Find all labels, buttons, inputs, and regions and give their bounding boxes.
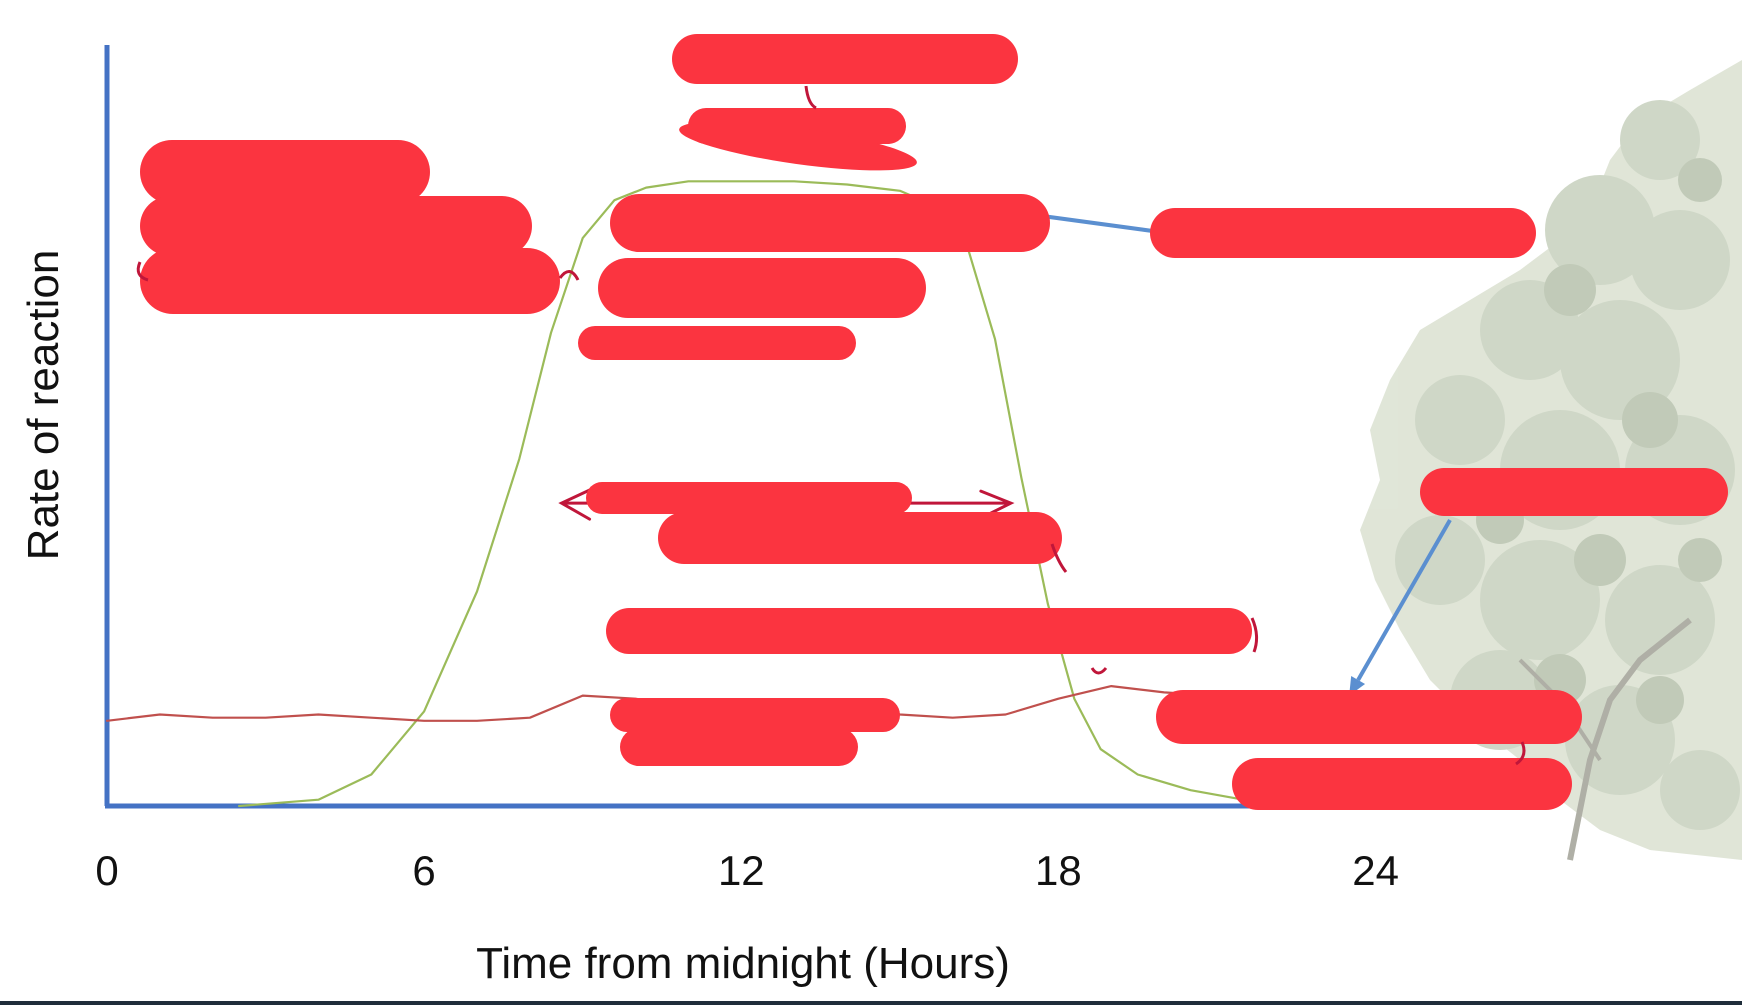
x-tick-label: 18: [1035, 847, 1082, 894]
x-tick-labels: 0 6 12 18 24: [95, 847, 1399, 894]
x-tick-label: 12: [718, 847, 765, 894]
x-tick-label: 6: [412, 847, 435, 894]
x-tick-label: 0: [95, 847, 118, 894]
redaction-mark: [1156, 690, 1582, 744]
scribble-remnants: [136, 85, 1526, 766]
redaction-mark: [1150, 208, 1536, 258]
series-line-1: [238, 180, 1351, 808]
x-tick-label: 24: [1352, 847, 1399, 894]
redaction-mark: [658, 512, 1062, 564]
redaction-mark: [140, 140, 430, 204]
redaction-mark: [679, 121, 917, 171]
redaction-mark: [610, 698, 900, 732]
redaction-mark: [610, 194, 1050, 252]
bottom-border: [0, 1001, 1742, 1005]
x-axis-title: Time from midnight (Hours): [476, 939, 1010, 988]
redaction-mark: [140, 196, 532, 256]
redaction-mark: [140, 248, 560, 314]
redaction-mark: [1232, 758, 1572, 810]
redaction-mark: [578, 326, 856, 360]
redaction-mark: [672, 34, 1018, 84]
y-axis-title: Rate of reaction: [19, 250, 68, 561]
redaction-mark: [598, 258, 926, 318]
redaction-marks: [140, 34, 1728, 810]
redaction-mark: [606, 608, 1252, 654]
redaction-mark: [1420, 468, 1728, 516]
redaction-mark: [620, 728, 858, 766]
redaction-mark: [586, 482, 912, 514]
